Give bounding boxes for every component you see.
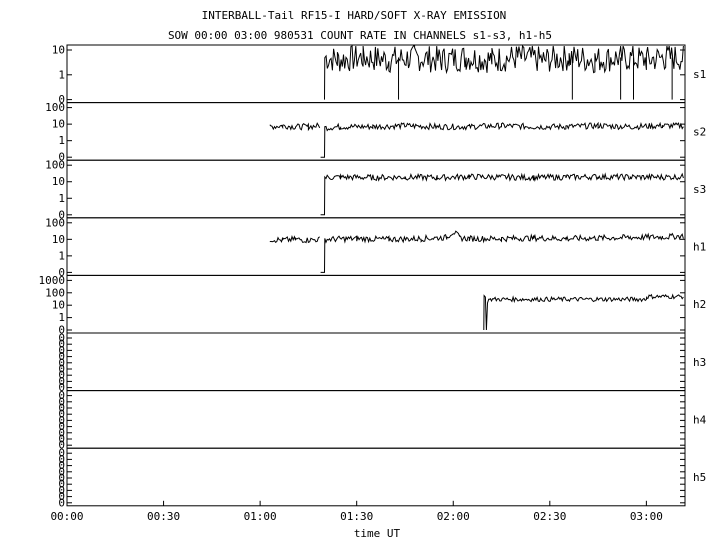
y-tick-label: 1 <box>58 134 65 147</box>
y-tick-label: 0 <box>58 484 65 497</box>
y-tick-label: 0 <box>58 375 65 388</box>
y-tick-label: 10 <box>52 233 65 246</box>
series-line-s3 <box>320 172 684 216</box>
y-tick-label: 0 <box>58 395 65 408</box>
y-tick-label: 10 <box>52 299 65 312</box>
y-tick-label: 0 <box>58 414 65 427</box>
y-tick-label: 0 <box>58 465 65 478</box>
series-line-s2 <box>269 122 321 132</box>
y-tick-label: 0 <box>58 433 65 446</box>
y-tick-label: 0 <box>58 350 65 363</box>
y-tick-label: 0 <box>58 332 65 345</box>
x-tick-label: 01:30 <box>340 510 373 523</box>
y-tick-label: 0 <box>58 490 65 503</box>
channel-label: h3 <box>693 356 706 369</box>
x-tick-label: 03:00 <box>630 510 663 523</box>
series-line-s1 <box>324 44 684 100</box>
y-tick-label: 0 <box>58 420 65 433</box>
y-tick-label: 0 <box>58 266 65 279</box>
y-tick-label: 1 <box>58 192 65 205</box>
x-tick-label: 02:30 <box>533 510 566 523</box>
y-tick-label: 0 <box>58 439 65 452</box>
y-tick-label: 0 <box>58 151 65 164</box>
y-tick-label: 100 <box>45 286 65 299</box>
channel-label: h5 <box>693 471 706 484</box>
y-tick-label: 1 <box>58 249 65 262</box>
series-line-h1 <box>269 234 320 244</box>
channel-label: h4 <box>693 413 707 426</box>
y-tick-label: 1 <box>58 311 65 324</box>
y-tick-label: 100 <box>45 216 65 229</box>
series-line-s2 <box>320 121 684 158</box>
y-tick-label: 0 <box>58 208 65 221</box>
y-tick-label: 100 <box>45 101 65 114</box>
series-line-h2 <box>483 293 684 331</box>
panel-frame <box>66 390 686 449</box>
y-tick-label: 0 <box>58 408 65 421</box>
y-tick-label: 10 <box>52 118 65 131</box>
y-tick-label: 0 <box>58 338 65 351</box>
y-tick-label: 0 <box>58 459 65 472</box>
panel-frame <box>66 447 686 507</box>
x-tick-label: 01:00 <box>244 510 277 523</box>
y-tick-label: 0 <box>58 447 65 460</box>
y-tick-label: 100 <box>45 159 65 172</box>
y-tick-label: 10 <box>52 175 65 188</box>
y-tick-label: 0 <box>58 389 65 402</box>
y-tick-label: 0 <box>58 381 65 394</box>
panel-frame <box>66 102 686 161</box>
x-tick-label: 00:30 <box>147 510 180 523</box>
y-tick-label: 0 <box>58 93 65 106</box>
x-axis: 00:00 00:30 01:00 01:30 02:00 02:30 03:00 <box>50 500 663 523</box>
panel-frame <box>66 159 686 219</box>
y-tick-label: 1 <box>58 68 65 81</box>
channel-label: h1 <box>693 241 706 254</box>
y-tick-label: 10 <box>52 44 65 57</box>
chart-subtitle: SOW 00:00 03:00 980531 COUNT RATE IN CHA… <box>168 29 552 42</box>
panel-frame <box>66 217 686 276</box>
channel-label: s3 <box>693 183 706 196</box>
panel-frame <box>66 332 686 392</box>
x-axis-label: time UT <box>354 527 401 540</box>
x-tick-label: 00:00 <box>50 510 83 523</box>
y-tick-label: 0 <box>58 356 65 369</box>
channel-label: s1 <box>693 68 706 81</box>
y-tick-label: 0 <box>58 453 65 466</box>
series-line-h1 <box>320 230 684 273</box>
y-tick-label: 0 <box>58 478 65 491</box>
y-tick-label: 0 <box>58 344 65 357</box>
panel-stack: 1010s11001010s21001010s31001010h11000100… <box>39 44 707 510</box>
y-tick-label: 0 <box>58 402 65 415</box>
y-tick-label: 0 <box>58 426 65 439</box>
y-tick-label: 0 <box>58 496 65 509</box>
channel-label: s2 <box>693 125 706 138</box>
y-tick-label: 0 <box>58 363 65 376</box>
y-tick-label: 0 <box>58 324 65 337</box>
y-tick-label: 0 <box>58 369 65 382</box>
x-tick-label: 02:00 <box>437 510 470 523</box>
y-tick-label: 0 <box>58 472 65 485</box>
y-tick-label: 1000 <box>39 274 66 287</box>
chart-title: INTERBALL-Tail RF15-I HARD/SOFT X-RAY EM… <box>202 9 507 22</box>
panel-frame <box>66 274 686 334</box>
channel-label: h2 <box>693 298 706 311</box>
